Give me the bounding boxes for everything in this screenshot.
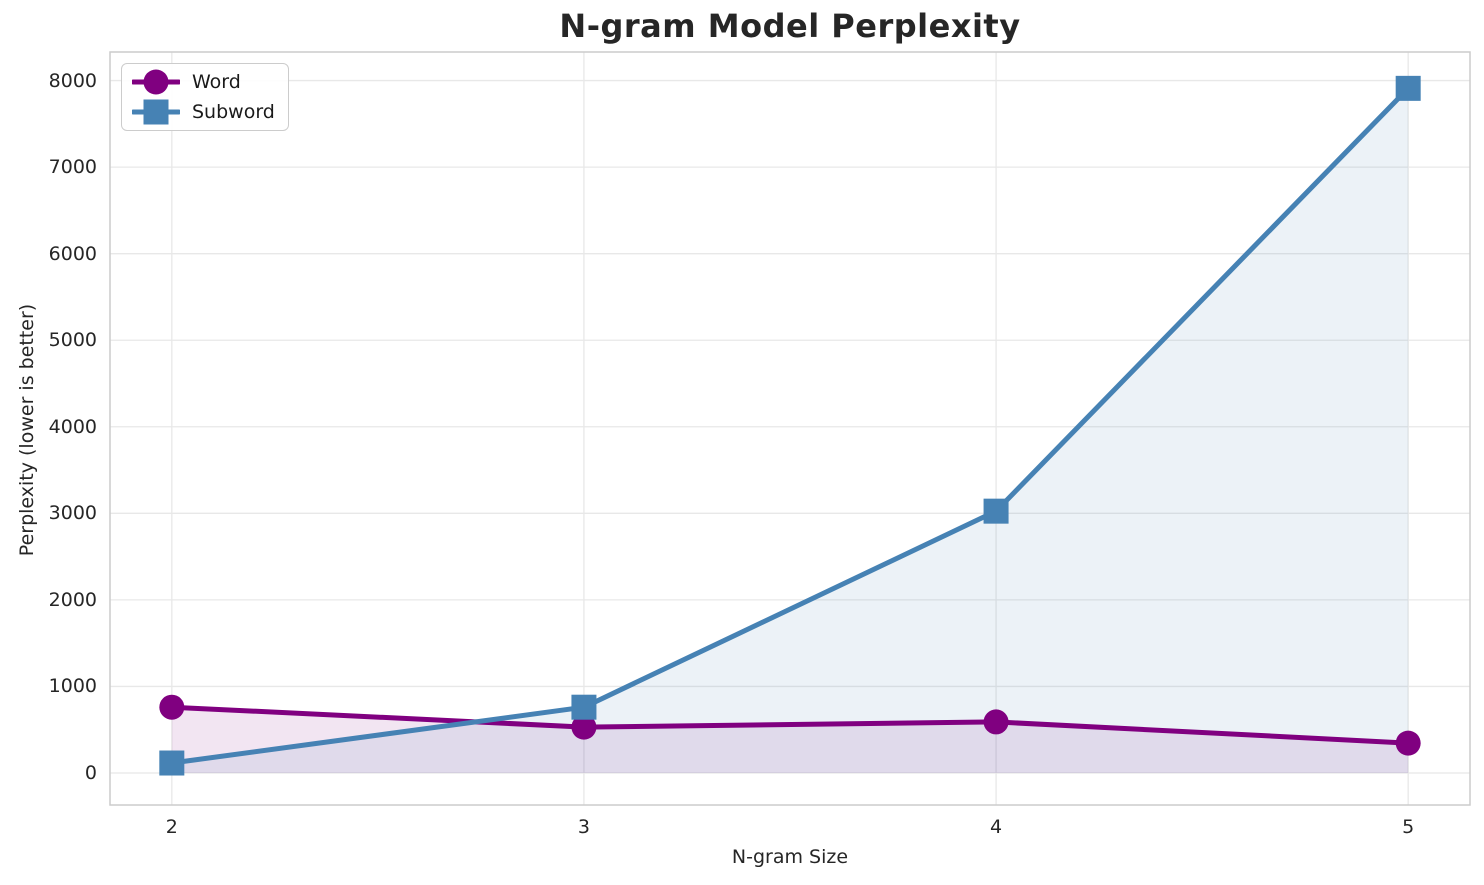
x-tick-label: 5 bbox=[1402, 816, 1415, 838]
legend-label: Subword bbox=[192, 101, 275, 123]
x-tick-label: 2 bbox=[165, 816, 178, 838]
word-marker bbox=[1395, 730, 1421, 756]
word-marker bbox=[571, 714, 597, 740]
circle-marker-icon bbox=[132, 69, 180, 95]
y-tick-label: 6000 bbox=[48, 242, 97, 265]
y-tick-label: 7000 bbox=[48, 156, 97, 179]
legend: Word Subword bbox=[121, 63, 289, 131]
subword-fill-area bbox=[171, 88, 1409, 773]
y-tick-label: 2000 bbox=[48, 588, 97, 611]
x-tick-label: 3 bbox=[577, 816, 590, 838]
legend-entry-word: Word bbox=[132, 67, 278, 97]
word-marker bbox=[159, 694, 185, 720]
subword-line bbox=[169, 85, 1411, 766]
axes-spine bbox=[109, 51, 1471, 806]
square-marker-icon bbox=[132, 99, 180, 125]
x-tick-label: 4 bbox=[990, 816, 1003, 838]
word-line bbox=[169, 704, 1411, 746]
y-tick-label: 0 bbox=[84, 761, 97, 784]
y-tick-label: 3000 bbox=[48, 502, 97, 525]
subword-marker bbox=[571, 694, 597, 720]
legend-entry-subword: Subword bbox=[132, 97, 278, 127]
y-tick-label: 4000 bbox=[48, 415, 97, 438]
word-marker bbox=[983, 709, 1009, 735]
subword-marker bbox=[983, 498, 1009, 524]
y-tick-label: 5000 bbox=[48, 329, 97, 352]
y-tick-label: 1000 bbox=[48, 675, 97, 698]
subword-marker bbox=[1395, 75, 1421, 101]
x-axis-label: N-gram Size bbox=[731, 846, 849, 868]
y-tick-label: 8000 bbox=[48, 69, 97, 92]
subword-marker bbox=[159, 750, 185, 776]
chart-title: N-gram Model Perplexity bbox=[559, 7, 1021, 45]
legend-label: Word bbox=[192, 71, 241, 93]
